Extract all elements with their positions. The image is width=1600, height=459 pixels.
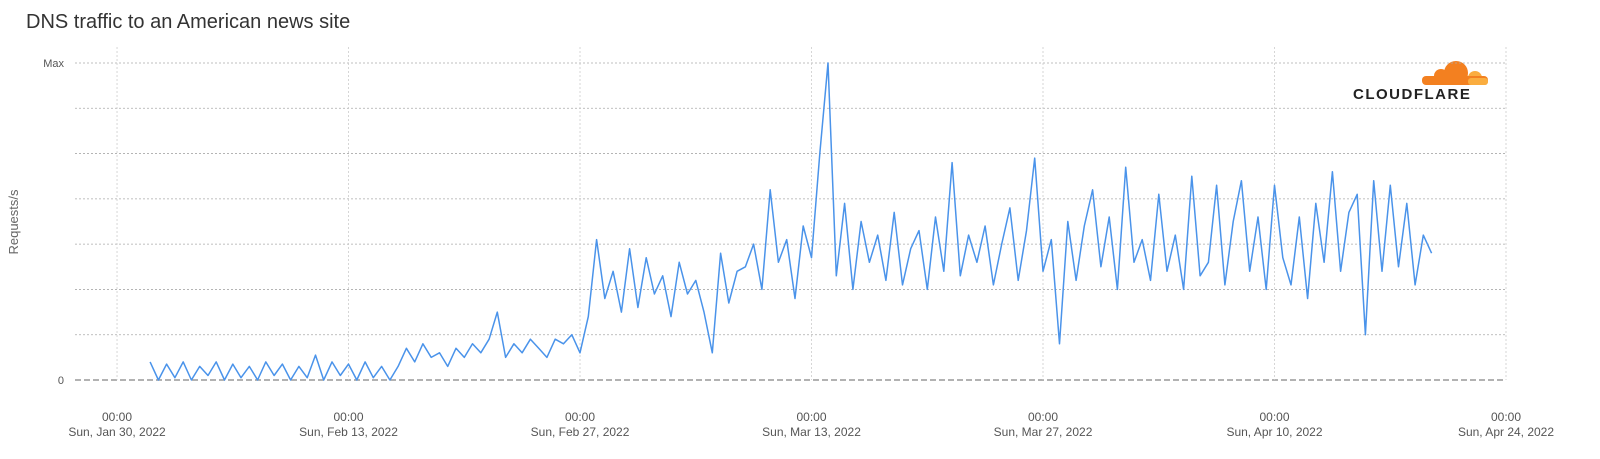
x-tick-label: Sun, Feb 13, 2022 (299, 425, 398, 439)
x-tick-label: Sun, Apr 24, 2022 (1458, 425, 1554, 439)
x-tick-time: 00:00 (102, 410, 132, 424)
x-tick-label: Sun, Jan 30, 2022 (68, 425, 166, 439)
data-line (149, 62, 1433, 381)
x-tick-label: Sun, Mar 27, 2022 (994, 425, 1093, 439)
x-tick-time: 00:00 (1028, 410, 1058, 424)
y-tick-label: Max (43, 58, 64, 70)
x-tick-time: 00:00 (796, 410, 826, 424)
x-tick-label: Sun, Mar 13, 2022 (762, 425, 861, 439)
logo-text: CLOUDFLARE (1353, 86, 1471, 103)
x-tick-label: Sun, Feb 27, 2022 (531, 425, 630, 439)
x-tick-label: Sun, Apr 10, 2022 (1226, 425, 1322, 439)
x-tick-time: 00:00 (334, 410, 364, 424)
chart-title: DNS traffic to an American news site (26, 11, 350, 33)
x-tick-time: 00:00 (565, 410, 595, 424)
y-axis-label: Requests/s (6, 189, 21, 255)
logo-cloud (1468, 78, 1488, 85)
logo: CLOUDFLARE (1353, 61, 1488, 103)
y-tick-label: 0 (58, 375, 64, 387)
x-tick-time: 00:00 (1259, 410, 1289, 424)
x-tick-time: 00:00 (1491, 410, 1521, 424)
